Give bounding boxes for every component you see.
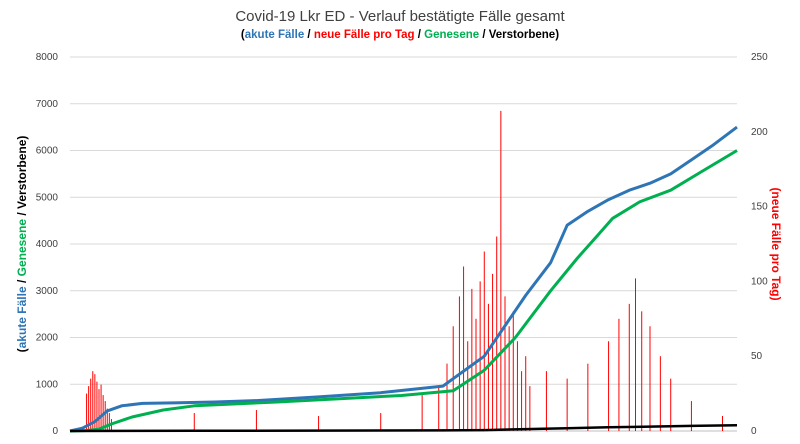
y-tick-label: 0 — [52, 426, 58, 437]
y-tick-label: 6000 — [36, 146, 59, 157]
y-tick-label: 8000 — [36, 52, 59, 63]
y2-axis-label: (neue Fälle pro Tag) — [769, 187, 783, 300]
y-tick-label: 7000 — [36, 99, 59, 110]
subtitle-part: Genesene — [424, 29, 480, 41]
y2-tick-label: 150 — [751, 202, 768, 213]
series-line-akute — [69, 125, 738, 433]
subtitle-part: ( — [240, 29, 245, 41]
subtitle-part: / — [479, 29, 489, 41]
y2-tick-label: 250 — [751, 52, 768, 63]
y2-tick-label: 200 — [751, 127, 768, 138]
y2-tick-label: 0 — [751, 426, 757, 437]
y-axis-label: (akute Fälle / Genesene / Verstorbene) — [15, 136, 29, 353]
series-line-genesene — [69, 149, 738, 433]
y-axis-label-part: akute Fälle — [15, 286, 29, 348]
y-tick-label: 5000 — [36, 192, 59, 203]
subtitle-part: Verstorbene — [488, 29, 556, 41]
subtitle-part: neue Fälle pro Tag — [313, 29, 415, 41]
series-line-verstorbene — [69, 423, 738, 433]
y2-tick-label: 100 — [751, 276, 768, 287]
y-tick-label: 2000 — [36, 333, 59, 344]
y-tick-label: 4000 — [36, 239, 59, 250]
y-tick-label: 3000 — [36, 286, 59, 297]
y-axis-label-part: ( — [15, 348, 29, 352]
chart-title: Covid-19 Lkr ED - Verlauf bestätigte Fäl… — [235, 8, 565, 25]
subtitle-part: ) — [555, 29, 560, 41]
chart-subtitle: (akute Fälle / neue Fälle pro Tag / Gene… — [0, 29, 800, 41]
y2-tick-label: 50 — [751, 351, 763, 362]
y-axis-label-part: Genesene — [15, 219, 29, 277]
subtitle-part: / — [304, 29, 314, 41]
y-tick-label: 1000 — [36, 379, 59, 390]
subtitle-part: akute Fälle — [244, 29, 305, 41]
y-axis-label-part: / Verstorbene) — [15, 136, 29, 219]
y-axis-label-part: / — [15, 276, 29, 286]
subtitle-part: / — [414, 29, 425, 41]
